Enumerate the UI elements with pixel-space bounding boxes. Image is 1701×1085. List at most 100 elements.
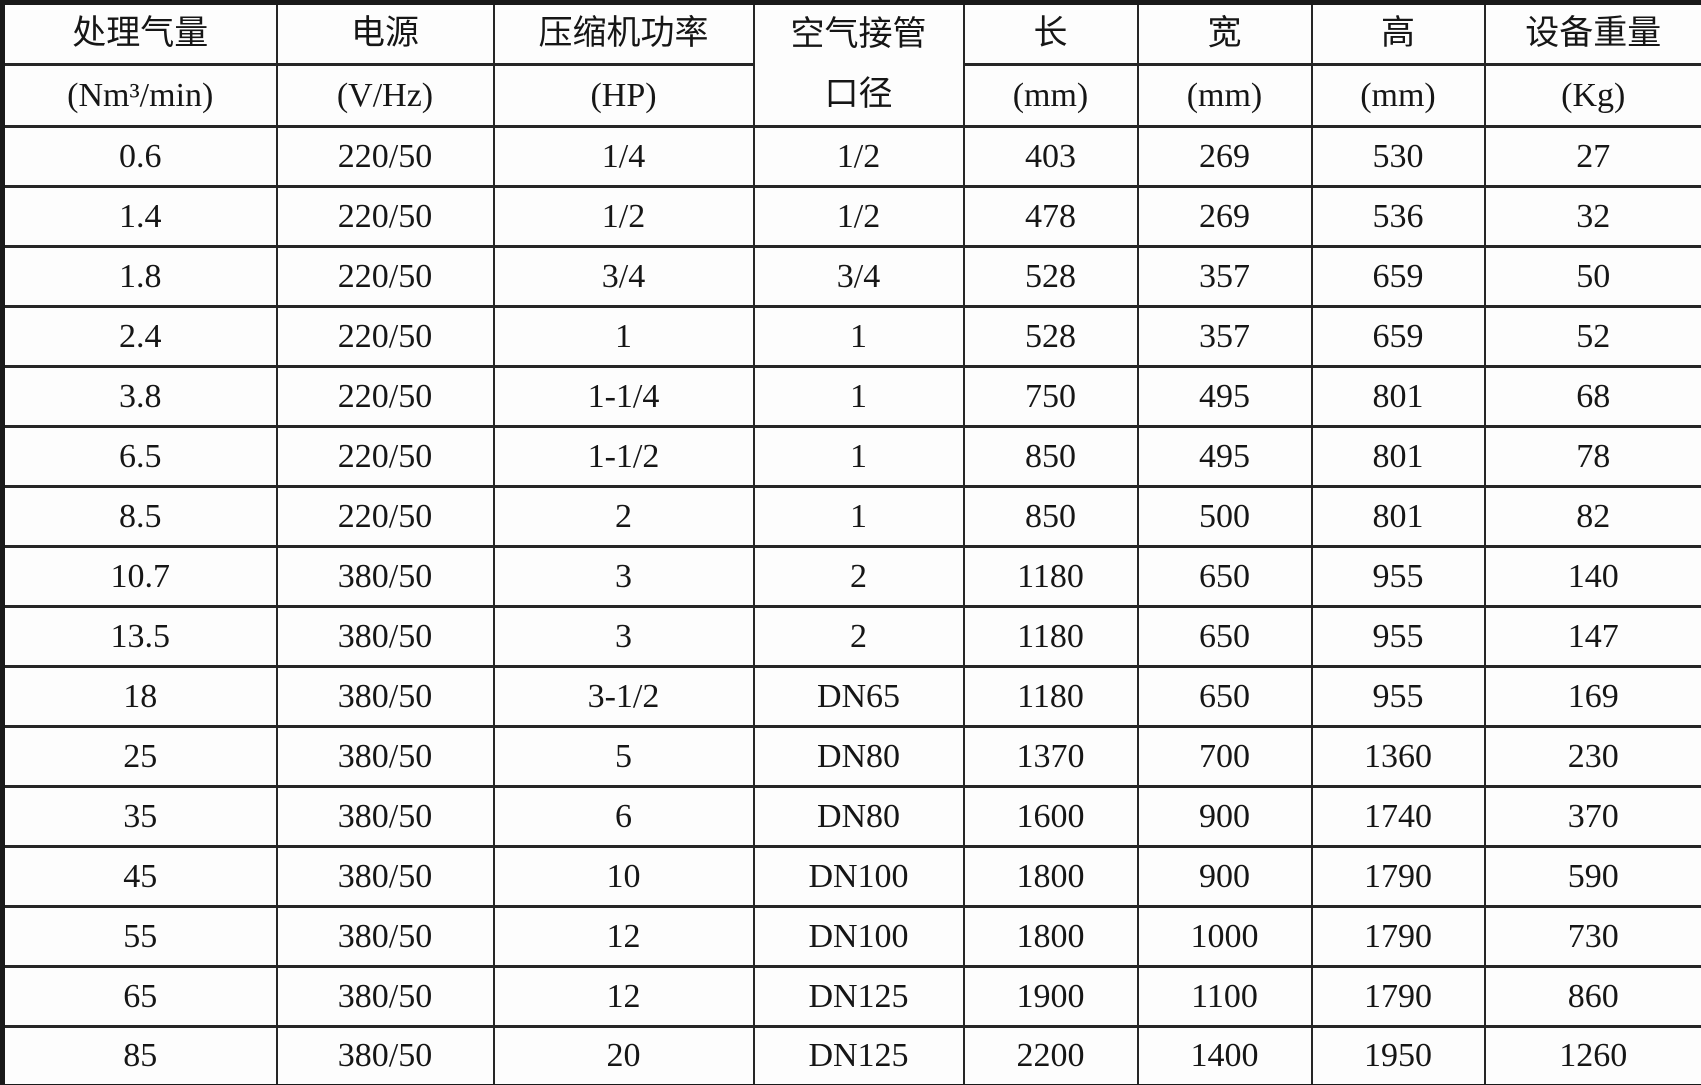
table-cell: 650 — [1136, 545, 1313, 608]
table-cell: 6.5 — [1, 425, 278, 488]
table-cell: 78 — [1483, 425, 1701, 488]
table-cell: 1/4 — [492, 125, 755, 188]
table-row: 65 380/50 12 DN125 1900 1100 1790 860 — [1, 965, 1701, 1028]
table-cell: 8.5 — [1, 485, 278, 548]
table-cell: 52 — [1483, 305, 1701, 368]
table-cell: 380/50 — [275, 725, 495, 788]
table-cell: DN100 — [752, 905, 965, 968]
table-cell: 357 — [1136, 245, 1313, 308]
table-cell: DN80 — [752, 725, 965, 788]
unit-height: (mm) — [1310, 63, 1486, 128]
table-cell: DN100 — [752, 845, 965, 908]
table-cell: 659 — [1310, 245, 1486, 308]
table-cell: 10.7 — [1, 545, 278, 608]
unit-compressor-power: (HP) — [492, 63, 755, 128]
unit-width: (mm) — [1136, 63, 1313, 128]
table-cell: 380/50 — [275, 1025, 495, 1085]
table-cell: 1180 — [962, 545, 1139, 608]
table-cell: 3.8 — [1, 365, 278, 428]
table-cell: 590 — [1483, 845, 1701, 908]
table-cell: 1400 — [1136, 1025, 1313, 1085]
table-cell: 140 — [1483, 545, 1701, 608]
table-cell: 900 — [1136, 845, 1313, 908]
table-cell: 269 — [1136, 125, 1313, 188]
table-cell: 2 — [492, 485, 755, 548]
table-cell: 536 — [1310, 185, 1486, 248]
table-cell: 1-1/4 — [492, 365, 755, 428]
col-header-gas-volume: 处理气量 — [1, 1, 278, 66]
table-row: 8.5 220/50 2 1 850 500 801 82 — [1, 485, 1701, 548]
col-header-width: 宽 — [1136, 1, 1313, 66]
table-cell: 850 — [962, 425, 1139, 488]
table-cell: 20 — [492, 1025, 755, 1085]
table-cell: 2200 — [962, 1025, 1139, 1085]
table-cell: 12 — [492, 905, 755, 968]
col-header-air-pipe-diameter: 空气接管 口径 — [752, 1, 965, 128]
table-cell: 1370 — [962, 725, 1139, 788]
table-cell: 650 — [1136, 665, 1313, 728]
table-cell: DN65 — [752, 665, 965, 728]
table-cell: 269 — [1136, 185, 1313, 248]
col-header-equipment-weight: 设备重量 — [1483, 1, 1701, 66]
table-cell: 650 — [1136, 605, 1313, 668]
table-cell: 1950 — [1310, 1025, 1486, 1085]
table-cell: 0.6 — [1, 125, 278, 188]
table-cell: DN80 — [752, 785, 965, 848]
table-cell: 500 — [1136, 485, 1313, 548]
table-cell: 1/2 — [492, 185, 755, 248]
table-cell: 13.5 — [1, 605, 278, 668]
table-cell: 1180 — [962, 665, 1139, 728]
table-cell: 528 — [962, 305, 1139, 368]
table-cell: 380/50 — [275, 665, 495, 728]
table-cell: 380/50 — [275, 905, 495, 968]
table-cell: 1360 — [1310, 725, 1486, 788]
table-cell: 2.4 — [1, 305, 278, 368]
table-body: 0.6 220/50 1/4 1/2 403 269 530 27 1.4 220/50 1/2 1/… — [1, 125, 1701, 1085]
table-cell: 1 — [752, 485, 965, 548]
table-cell: 3/4 — [752, 245, 965, 308]
table-cell: 750 — [962, 365, 1139, 428]
table-row: 35 380/50 6 DN80 1600 900 1740 370 — [1, 785, 1701, 848]
table-cell: 478 — [962, 185, 1139, 248]
unit-gas-volume: (Nm³/min) — [1, 63, 278, 128]
table-cell: 1.8 — [1, 245, 278, 308]
table-row: 55 380/50 12 DN100 1800 1000 1790 730 — [1, 905, 1701, 968]
table-cell: 1790 — [1310, 965, 1486, 1028]
table-cell: 380/50 — [275, 545, 495, 608]
table-cell: 18 — [1, 665, 278, 728]
table-cell: 3 — [492, 605, 755, 668]
table-cell: 850 — [962, 485, 1139, 548]
header-row-names: 处理气量 电源 压缩机功率 空气接管 口径 长 宽 高 设备重量 — [1, 1, 1701, 128]
table-cell: 10 — [492, 845, 755, 908]
table-cell: 32 — [1483, 185, 1701, 248]
table-header: 处理气量 电源 压缩机功率 空气接管 口径 长 宽 高 设备重量 (Nm³/mi… — [1, 1, 1701, 128]
table-cell: 1800 — [962, 845, 1139, 908]
table-row: 6.5 220/50 1-1/2 1 850 495 801 78 — [1, 425, 1701, 488]
table-cell: 1 — [752, 305, 965, 368]
table-cell: 495 — [1136, 365, 1313, 428]
table-cell: 3-1/2 — [492, 665, 755, 728]
table-cell: 1100 — [1136, 965, 1313, 1028]
table-cell: 2 — [752, 605, 965, 668]
table-row: 1.4 220/50 1/2 1/2 478 269 536 32 — [1, 185, 1701, 248]
table-cell: 530 — [1310, 125, 1486, 188]
air-pipe-diameter-line2: 口径 — [824, 76, 893, 114]
col-header-height: 高 — [1310, 1, 1486, 66]
table-cell: 27 — [1483, 125, 1701, 188]
table-cell: 220/50 — [275, 305, 495, 368]
table-cell: 380/50 — [275, 965, 495, 1028]
table-cell: 1 — [492, 305, 755, 368]
table-cell: 220/50 — [275, 425, 495, 488]
table-cell: 659 — [1310, 305, 1486, 368]
table-cell: DN125 — [752, 965, 965, 1028]
table-cell: 35 — [1, 785, 278, 848]
table-row: 10.7 380/50 3 2 1180 650 955 140 — [1, 545, 1701, 608]
table-cell: 801 — [1310, 365, 1486, 428]
unit-length: (mm) — [962, 63, 1139, 128]
table-cell: 403 — [962, 125, 1139, 188]
table-cell: 85 — [1, 1025, 278, 1085]
table-cell: 700 — [1136, 725, 1313, 788]
table-cell: 1000 — [1136, 905, 1313, 968]
